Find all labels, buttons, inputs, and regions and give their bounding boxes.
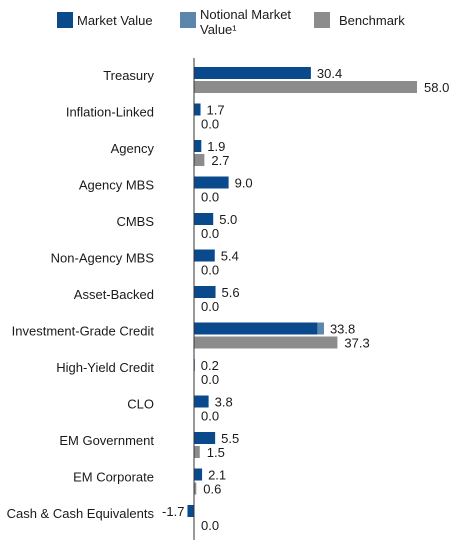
category-label: High-Yield Credit: [56, 360, 154, 375]
legend-swatch-benchmark: [314, 12, 330, 28]
data-label-benchmark: 0.0: [201, 263, 219, 278]
data-label-market-value: -1.7: [162, 504, 184, 519]
bars: [187, 67, 417, 531]
bar-benchmark: [194, 154, 205, 166]
data-label-market-value: 5.5: [221, 431, 239, 446]
legend-swatch-notional: [180, 12, 196, 28]
data-label-market-value: 0.2: [201, 358, 219, 373]
data-label-benchmark: 2.7: [211, 153, 229, 168]
category-label: Investment-Grade Credit: [12, 324, 155, 339]
data-label-market-value: 9.0: [235, 176, 253, 191]
data-label-market-value: 33.8: [330, 322, 355, 337]
bar-notional-value: [317, 322, 324, 335]
legend-label-market: Market Value: [77, 13, 153, 28]
data-label-benchmark: 0.0: [201, 117, 219, 132]
data-label-benchmark: 0.0: [201, 518, 219, 533]
data-label-benchmark: 1.5: [207, 445, 225, 460]
data-label-market-value: 5.4: [221, 249, 239, 264]
bar-market-value: [194, 176, 229, 189]
legend-swatch-market: [57, 12, 73, 28]
bar-market-value: [187, 505, 194, 517]
bar-market-value: [194, 468, 203, 481]
bar-market-value: [194, 140, 202, 152]
category-label: CMBS: [116, 214, 154, 229]
data-label-benchmark: 58.0: [424, 80, 449, 95]
data-labels: 30.458.01.70.01.92.79.00.05.00.05.40.05.…: [162, 66, 449, 533]
data-label-benchmark: 0.0: [201, 409, 219, 424]
bar-market-value: [194, 395, 209, 408]
data-label-market-value: 1.9: [207, 139, 225, 154]
bar-market-value: [194, 67, 311, 79]
bar-benchmark: [194, 336, 338, 349]
category-label: Agency: [111, 141, 155, 156]
data-label-benchmark: 0.0: [201, 226, 219, 241]
bar-benchmark: [194, 482, 197, 495]
data-label-benchmark: 0.0: [201, 190, 219, 205]
data-label-market-value: 1.7: [207, 103, 225, 118]
bar-market-value: [194, 286, 216, 298]
data-label-benchmark: 0.0: [201, 372, 219, 387]
category-label: Treasury: [103, 68, 154, 83]
category-label: EM Government: [59, 433, 154, 448]
legend-label-notional: Value¹: [200, 22, 237, 37]
data-label-benchmark: 0.0: [201, 299, 219, 314]
category-label: Cash & Cash Equivalents: [7, 506, 155, 521]
data-label-market-value: 3.8: [215, 395, 233, 410]
category-label: EM Corporate: [73, 470, 154, 485]
category-label: Non-Agency MBS: [51, 251, 155, 266]
bar-benchmark: [194, 81, 417, 93]
category-label: Agency MBS: [79, 178, 154, 193]
data-label-market-value: 2.1: [208, 468, 226, 483]
bar-market-value: [194, 249, 215, 262]
bar-market-value: [194, 213, 214, 225]
category-label: Asset-Backed: [74, 287, 154, 302]
category-labels: Treasury Inflation-Linked Agency Agency MBS…: [7, 68, 155, 521]
bar-market-value: [194, 322, 318, 335]
legend-label-notional: Notional Market: [200, 7, 291, 22]
data-label-market-value: 30.4: [317, 66, 342, 81]
bar-market-value: [194, 103, 201, 116]
data-label-market-value: 5.0: [219, 212, 237, 227]
data-label-benchmark: 37.3: [344, 336, 369, 351]
bar-market-value: [194, 432, 216, 444]
category-label: Inflation-Linked: [66, 105, 154, 120]
bar-benchmark: [194, 446, 200, 458]
legend-label-benchmark: Benchmark: [339, 13, 405, 28]
category-label: CLO: [127, 397, 154, 412]
data-label-market-value: 5.6: [222, 285, 240, 300]
data-label-benchmark: 0.6: [203, 482, 221, 497]
